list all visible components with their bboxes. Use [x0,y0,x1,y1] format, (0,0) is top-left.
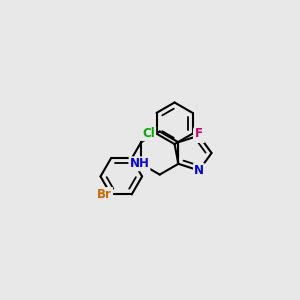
Text: Br: Br [97,188,112,201]
Text: F: F [195,127,203,140]
Text: N: N [194,129,204,142]
Text: N: N [194,164,204,177]
Text: Cl: Cl [142,127,155,140]
Text: NH: NH [130,157,149,170]
